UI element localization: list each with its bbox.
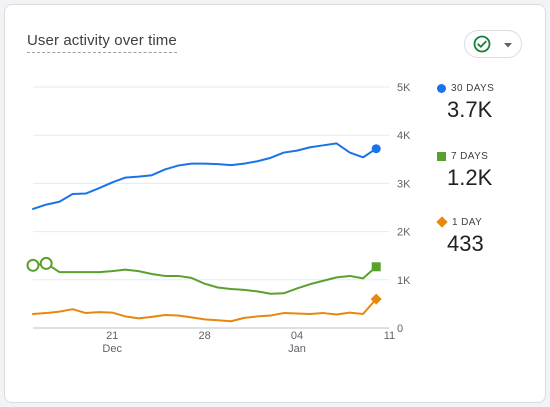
y-axis-ticks: 0 1K 2K 3K 4K 5K [397,82,411,335]
series-line-1-day [32,298,378,323]
x-tick-label: 04 [291,330,303,342]
legend-label: 30 DAYS [451,82,495,94]
x-tick-label: 21 [106,330,118,342]
y-tick-label: 4K [397,130,411,142]
x-tick-label: 28 [198,330,210,342]
y-tick-label: 0 [397,323,403,335]
legend-value: 433 [447,231,484,256]
legend-label: 7 DAYS [451,150,489,162]
legend-item-30-days[interactable]: 30 DAYS 3.7K [437,81,494,122]
series-line-30-days [32,142,378,210]
legend-value: 1.2K [447,165,493,190]
legend-item-7-days[interactable]: 7 DAYS 1.2K [437,149,492,190]
square-marker-icon [437,151,446,161]
chart-grid [33,86,389,329]
caret-down-icon [504,43,512,48]
series-end-marker [370,293,382,305]
user-activity-card: User activity over time 0 1K 2K 3K 4K 5K 21 De… [4,4,546,403]
series-end-marker [371,144,381,154]
chart-series [32,142,378,323]
series-line-7-days [32,262,378,295]
y-tick-label: 1K [397,275,411,287]
check-circle-icon [473,35,491,53]
x-tick-label: 11 [384,330,395,342]
x-tick-sublabel: Jan [288,343,306,355]
diamond-marker-icon [436,216,448,228]
legend-label: 1 DAY [452,216,483,228]
legend-item-1-day[interactable]: 1 DAY 433 [436,215,484,256]
chart-markers [26,144,382,305]
y-tick-label: 2K [397,227,411,239]
annotation-marker [26,258,40,272]
annotation-marker [39,256,53,270]
x-tick-sublabel: Dec [102,343,122,355]
circle-marker-icon [437,83,446,93]
legend-value: 3.7K [447,97,493,122]
y-tick-label: 5K [397,82,411,94]
y-tick-label: 3K [397,178,411,190]
comparison-menu-button[interactable] [464,30,522,58]
card-title[interactable]: User activity over time [27,32,177,53]
series-end-marker [371,262,381,272]
